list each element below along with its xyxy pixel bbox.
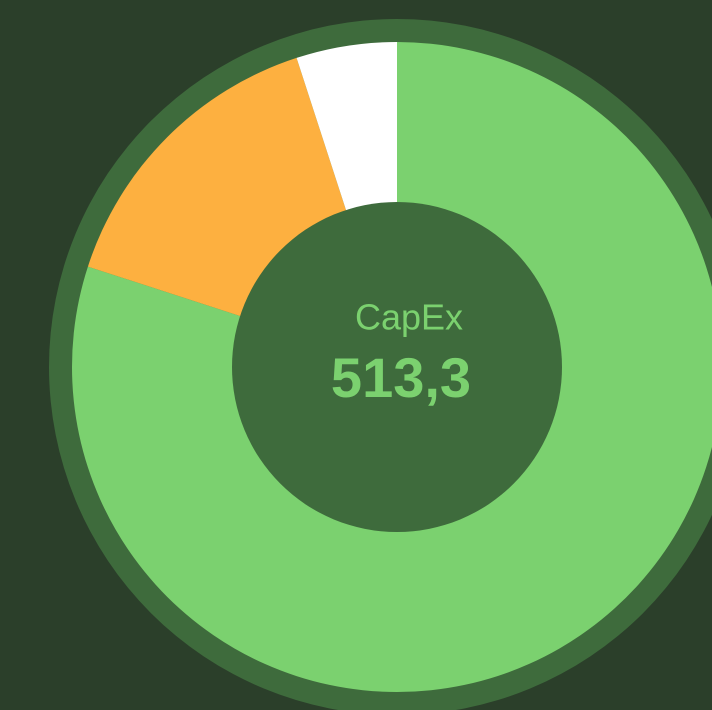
center-label: CapEx	[355, 297, 463, 338]
center-value: 513,3	[331, 346, 471, 409]
donut-hole	[232, 202, 562, 532]
